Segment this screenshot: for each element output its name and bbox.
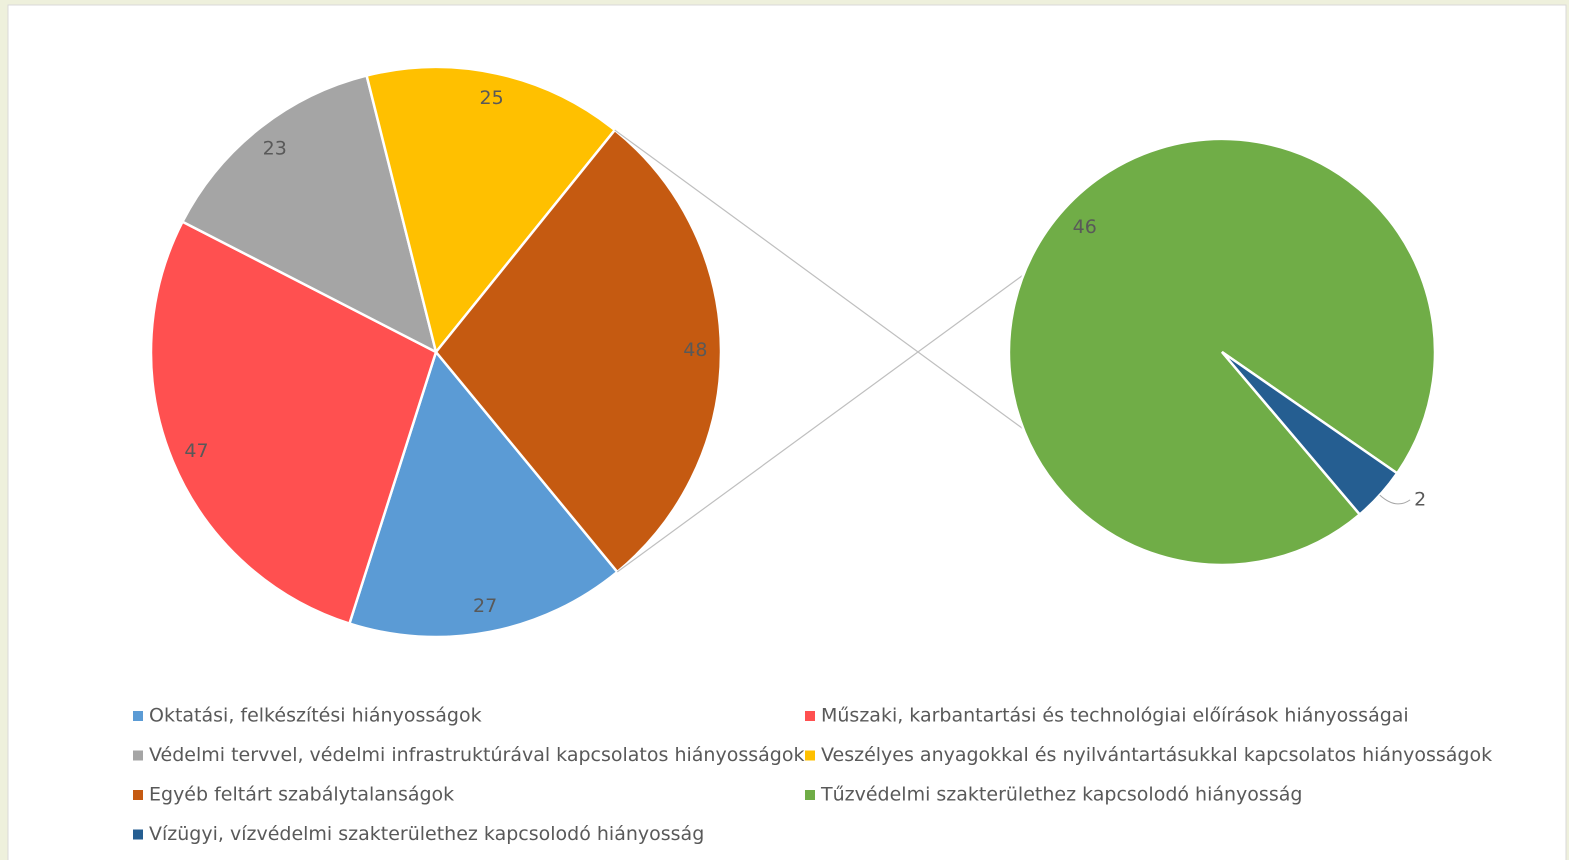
legend-swatch [805, 711, 815, 721]
pie-slice [1221, 350, 1399, 517]
legend-label: Oktatási, felkészítési hiányosságok [149, 705, 482, 727]
data-label: 23 [263, 137, 287, 159]
pie-slice [347, 349, 620, 639]
legend-label: Egyéb feltárt szabálytalanságok [149, 784, 454, 806]
legend-swatch [133, 790, 143, 800]
legend-swatch [133, 829, 143, 840]
legend-label: Veszélyes anyagokkal és nyilvántartásukk… [821, 744, 1492, 766]
data-label: 2 [1414, 488, 1426, 510]
data-label: 47 [184, 440, 208, 462]
data-label: 25 [480, 87, 504, 109]
legend-label: Műszaki, karbantartási és technológiai e… [821, 705, 1409, 727]
legend-label: Tűzvédelmi szakterülethez kapcsolodó hiá… [820, 784, 1302, 806]
legend-swatch [133, 711, 143, 721]
legend-swatch [133, 750, 143, 761]
legend-label: Vízügyi, vízvédelmi szakterülethez kapcs… [149, 823, 704, 845]
pie-slice [365, 65, 617, 355]
data-label: 27 [473, 595, 497, 617]
data-label: 46 [1073, 216, 1097, 238]
leader-line [1379, 494, 1411, 505]
pie-slice [149, 220, 438, 626]
pie-slice [434, 128, 723, 574]
legend-swatch [805, 790, 815, 800]
data-label: 48 [683, 339, 707, 361]
legend-label: Védelmi tervvel, védelmi infrastruktúráv… [149, 744, 804, 766]
legend-swatch [805, 750, 815, 761]
pie-slice [180, 74, 438, 355]
